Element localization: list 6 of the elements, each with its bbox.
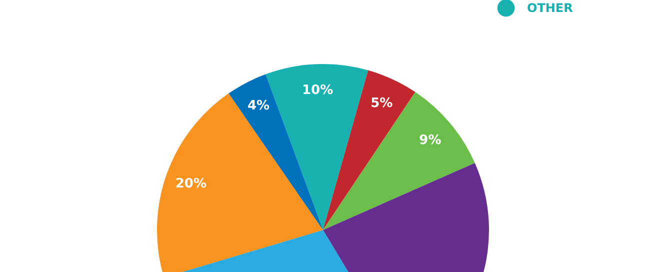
data-label: 4% (247, 98, 270, 114)
data-label: 20% (175, 176, 206, 192)
data-label: 5% (370, 96, 393, 111)
legend-label: OTHER (527, 1, 573, 15)
data-label: 10% (302, 83, 334, 98)
data-label: 9% (419, 132, 442, 148)
